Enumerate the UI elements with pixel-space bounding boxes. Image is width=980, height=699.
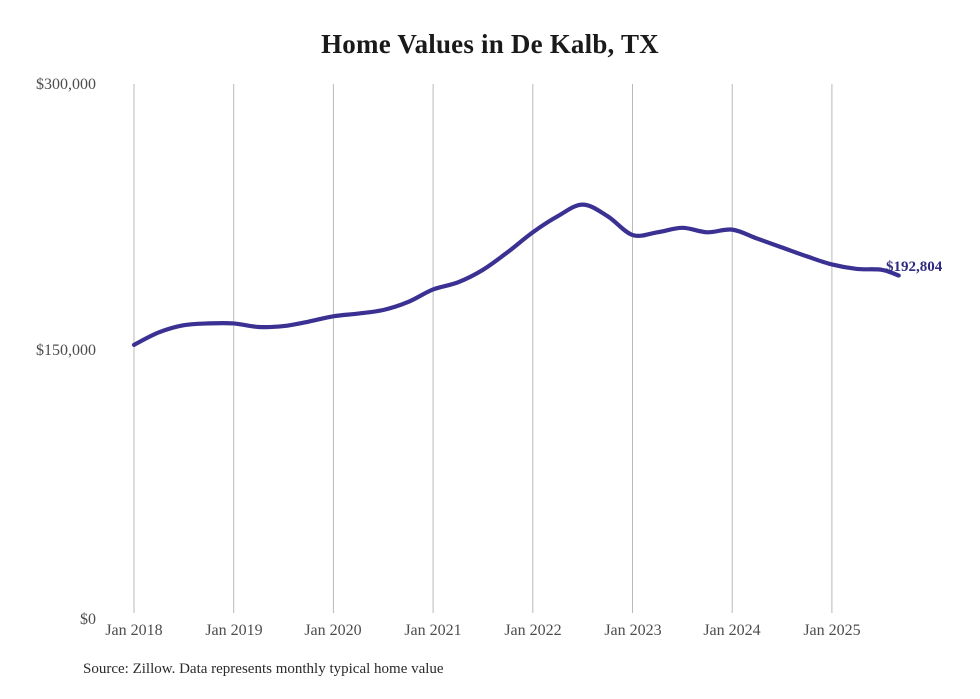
chart-title: Home Values in De Kalb, TX (321, 29, 659, 59)
x-axis-label-jan-2023: Jan 2023 (604, 622, 662, 639)
x-axis-label-jan-2021: Jan 2021 (404, 622, 462, 639)
y-axis-label-150000: $150,000 (36, 342, 96, 359)
x-axis-label-jan-2019: Jan 2019 (205, 622, 263, 639)
y-axis-label-300000: $300,000 (36, 76, 96, 93)
source-note: Source: Zillow. Data represents monthly … (83, 661, 444, 677)
y-axis-label-0: $0 (80, 611, 96, 628)
x-axis-label-jan-2024: Jan 2024 (703, 622, 761, 639)
x-axis-label-jan-2022: Jan 2022 (504, 622, 562, 639)
x-axis-label-jan-2025: Jan 2025 (803, 622, 861, 639)
series-line-typical-home-value (131, 202, 901, 347)
gridlines-group (133, 84, 833, 613)
series-end-value-label: $192,804 (886, 259, 943, 275)
x-axis-label-jan-2020: Jan 2020 (304, 622, 362, 639)
x-axis-label-jan-2018: Jan 2018 (105, 622, 163, 639)
